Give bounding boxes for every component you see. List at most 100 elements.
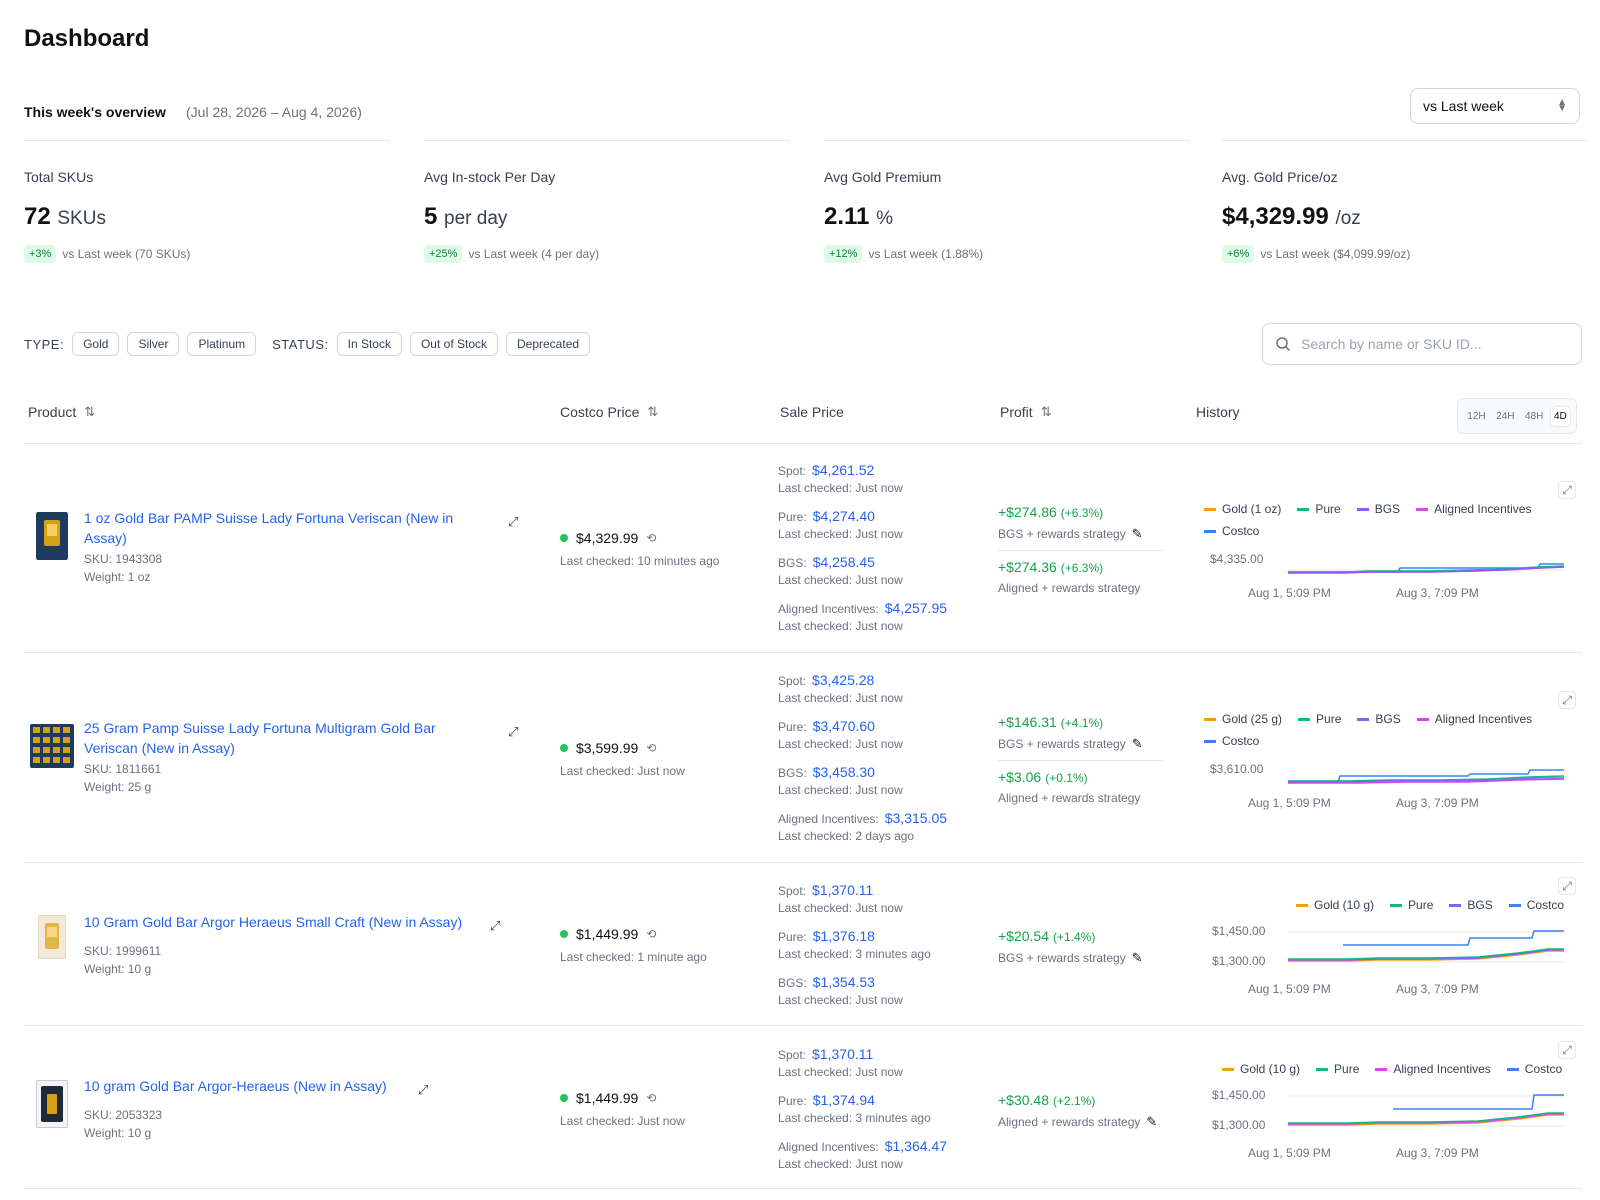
legend-item[interactable]: Aligned Incentives xyxy=(1375,1062,1491,1076)
sale-source-name: Aligned Incentives: xyxy=(778,812,879,826)
legend-item[interactable]: Gold (10 g) xyxy=(1296,898,1374,912)
legend-item[interactable]: Pure xyxy=(1298,712,1341,726)
sale-price-link[interactable]: $4,261.52 xyxy=(812,462,875,478)
legend-item[interactable]: BGS xyxy=(1357,712,1401,726)
sort-icon[interactable]: ⇅ xyxy=(647,404,659,419)
chart-expand-icon[interactable]: ⤢ xyxy=(1558,691,1576,709)
sale-price-link[interactable]: $4,274.40 xyxy=(812,508,875,524)
edit-pencil-icon[interactable]: ✎ xyxy=(1146,1114,1158,1129)
history-icon[interactable]: ⟲ xyxy=(646,531,657,545)
sale-price-link[interactable]: $1,376.18 xyxy=(812,928,875,944)
legend-item[interactable]: Aligned Incentives xyxy=(1416,502,1531,516)
sale-price-link[interactable]: $1,354.53 xyxy=(812,974,875,990)
legend-item[interactable]: Aligned Incentives xyxy=(1416,712,1532,726)
expand-icon[interactable]: ⤢ xyxy=(490,918,501,933)
filter-chip-in-stock[interactable]: In Stock xyxy=(336,332,402,356)
sale-last-checked: Last checked: Just now xyxy=(778,783,903,797)
sale-price-link[interactable]: $3,425.28 xyxy=(812,672,875,688)
product-name-link[interactable]: 1 oz Gold Bar PAMP Suisse Lady Fortuna V… xyxy=(84,510,454,546)
stat-badge: +25% xyxy=(424,245,463,263)
legend-item[interactable]: Pure xyxy=(1390,898,1433,912)
header-profit[interactable]: Profit ⇅ xyxy=(1000,404,1052,420)
legend-item[interactable]: Costco xyxy=(1204,734,1259,748)
sale-source-name: Spot: xyxy=(778,1048,807,1062)
expand-icon[interactable]: ⤢ xyxy=(508,724,519,739)
timeframe-12h[interactable]: 12H xyxy=(1467,410,1486,422)
in-stock-dot xyxy=(560,930,568,938)
filter-bar: TYPE: Gold Silver Platinum STATUS: In St… xyxy=(24,330,598,358)
edit-pencil-icon[interactable]: ✎ xyxy=(1131,526,1143,541)
legend-item[interactable]: Gold (10 g) xyxy=(1222,1062,1300,1076)
legend-item[interactable]: Costco xyxy=(1508,898,1564,912)
legend-swatch xyxy=(1204,507,1216,511)
legend-swatch xyxy=(1204,717,1216,721)
series-line-pure xyxy=(1288,948,1564,960)
edit-pencil-icon[interactable]: ✎ xyxy=(1131,736,1143,751)
stat-badge: +12% xyxy=(824,245,863,263)
sale-price-link[interactable]: $3,315.05 xyxy=(884,810,948,826)
filter-chip-gold[interactable]: Gold xyxy=(72,332,120,356)
sale-price-link[interactable]: $1,370.11 xyxy=(812,882,874,898)
search-box[interactable] xyxy=(1262,323,1582,365)
sale-price-link[interactable]: $4,258.45 xyxy=(812,554,875,570)
legend-item[interactable]: Costco xyxy=(1506,1062,1562,1076)
filter-chip-silver[interactable]: Silver xyxy=(127,332,180,356)
legend-item[interactable]: BGS xyxy=(1356,502,1401,516)
legend-swatch xyxy=(1357,717,1370,721)
sale-price-link[interactable]: $1,370.11 xyxy=(812,1046,874,1062)
legend-item[interactable]: BGS xyxy=(1449,898,1493,912)
product-weight: Weight: 10 g xyxy=(84,962,152,976)
legend-item[interactable]: Gold (25 g) xyxy=(1204,712,1282,726)
sort-icon[interactable]: ⇅ xyxy=(1040,404,1052,419)
legend-label: BGS xyxy=(1467,898,1493,912)
product-name-link[interactable]: 10 Gram Gold Bar Argor Heraeus Small Cra… xyxy=(84,914,463,930)
header-product[interactable]: Product ⇅ xyxy=(28,404,95,420)
legend-item[interactable]: Costco xyxy=(1204,524,1259,538)
legend-swatch xyxy=(1416,717,1429,721)
legend-item[interactable]: Pure xyxy=(1297,502,1341,516)
product-name-link[interactable]: 10 gram Gold Bar Argor-Heraeus (New in A… xyxy=(84,1078,387,1094)
legend-label: BGS xyxy=(1374,502,1401,516)
legend-swatch xyxy=(1296,903,1308,907)
edit-pencil-icon[interactable]: ✎ xyxy=(1131,950,1143,965)
legend-item[interactable]: Gold (1 oz) xyxy=(1204,502,1281,516)
stat-badge: +6% xyxy=(1222,245,1255,263)
header-costco-price[interactable]: Costco Price ⇅ xyxy=(560,404,658,420)
divider xyxy=(24,1025,1582,1026)
filter-chip-deprecated[interactable]: Deprecated xyxy=(506,332,591,356)
timeframe-24h[interactable]: 24H xyxy=(1496,410,1515,422)
expand-icon[interactable]: ⤢ xyxy=(418,1082,429,1097)
gold-bar-icon xyxy=(36,512,68,560)
timeframe-4d[interactable]: 4D xyxy=(1550,406,1570,426)
series-line-aligned xyxy=(1288,1113,1564,1125)
sale-price-link[interactable]: $1,374.94 xyxy=(812,1092,875,1108)
filter-chip-platinum[interactable]: Platinum xyxy=(187,332,257,356)
chart-expand-icon[interactable]: ⤢ xyxy=(1558,481,1576,499)
chart-expand-icon[interactable]: ⤢ xyxy=(1558,877,1576,895)
sale-price-link[interactable]: $4,257.95 xyxy=(884,600,948,616)
history-icon[interactable]: ⟲ xyxy=(646,1091,657,1105)
product-name-link[interactable]: 25 Gram Pamp Suisse Lady Fortuna Multigr… xyxy=(84,720,436,756)
sale-source-name: Aligned Incentives: xyxy=(778,602,879,616)
sale-prices: Spot: $4,261.52 Last checked: Just now Pur… xyxy=(778,462,947,646)
sale-price-link[interactable]: $3,458.30 xyxy=(812,764,875,780)
sale-price-link[interactable]: $3,470.60 xyxy=(812,718,875,734)
divider xyxy=(24,652,1582,653)
sale-source-name: Pure: xyxy=(778,510,807,524)
history-chart xyxy=(1287,563,1565,574)
history-icon[interactable]: ⟲ xyxy=(646,741,657,755)
product-sku: SKU: 1999611 xyxy=(84,944,162,958)
costco-price: $1,449.99 ⟲ xyxy=(560,1090,656,1106)
legend-item[interactable]: Pure xyxy=(1316,1062,1359,1076)
chart-expand-icon[interactable]: ⤢ xyxy=(1558,1041,1576,1059)
profit-amount: +$3.06 xyxy=(998,769,1042,785)
series-line-bgs xyxy=(1288,777,1564,783)
search-input[interactable] xyxy=(1301,336,1561,352)
sort-icon[interactable]: ⇅ xyxy=(84,404,96,419)
expand-icon[interactable]: ⤢ xyxy=(508,514,519,529)
history-icon[interactable]: ⟲ xyxy=(646,927,657,941)
sale-price-link[interactable]: $1,364.47 xyxy=(884,1138,948,1154)
timeframe-48h[interactable]: 48H xyxy=(1525,410,1544,422)
filter-chip-out-of-stock[interactable]: Out of Stock xyxy=(409,332,498,356)
compare-select[interactable]: vs Last week ▲ ▼ xyxy=(1410,88,1580,124)
